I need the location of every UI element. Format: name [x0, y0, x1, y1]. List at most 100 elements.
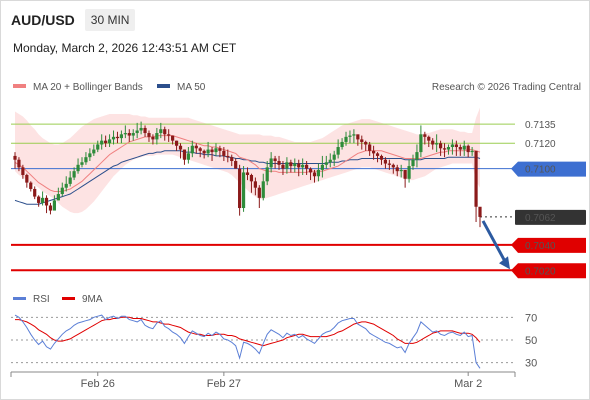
rsi-legend-label-0: RSI — [33, 294, 50, 305]
candle-body-97 — [395, 167, 399, 172]
candle-body-42 — [178, 145, 183, 150]
last-price-label: 0.7062 — [525, 213, 556, 224]
candle-body-85 — [348, 135, 352, 137]
candle-body-55 — [230, 157, 234, 161]
candle-body-73 — [301, 164, 305, 168]
candle-body-45 — [190, 145, 194, 154]
candle-body-99 — [403, 169, 407, 179]
forecast-arrow-shaft — [481, 220, 508, 265]
candle-body-0 — [13, 155, 17, 160]
candle-body-21 — [96, 144, 100, 150]
candle-body-66 — [273, 158, 277, 161]
candle-body-61 — [253, 181, 257, 188]
candle-body-90 — [368, 144, 372, 151]
candle-body-31 — [135, 130, 139, 134]
candle-body-15 — [72, 171, 76, 178]
candle-body-88 — [360, 139, 364, 142]
candle-body-16 — [76, 164, 80, 172]
candle-body-54 — [226, 155, 230, 158]
rsi-ma9-line — [15, 316, 481, 347]
candle-body-50 — [210, 149, 214, 153]
candle-body-111 — [450, 144, 455, 148]
candle-body-30 — [131, 133, 135, 136]
level-label-0.7135: 0.7135 — [525, 120, 556, 131]
candle-body-1 — [17, 159, 21, 168]
level-tag-0.7020 — [511, 263, 586, 279]
candle-body-107 — [435, 143, 439, 145]
candle-body-14 — [68, 177, 72, 184]
level-label-0.7120: 0.7120 — [525, 139, 556, 150]
candle-body-26 — [115, 136, 120, 139]
level-tag-0.7100 — [511, 161, 586, 177]
candle-body-20 — [92, 149, 96, 154]
candle-body-33 — [143, 127, 147, 134]
candle-body-27 — [119, 134, 123, 139]
candle-body-65 — [269, 158, 273, 168]
candle-body-62 — [257, 187, 261, 198]
candle-body-89 — [364, 141, 368, 145]
candle-body-34 — [147, 133, 151, 137]
candle-body-96 — [391, 164, 395, 168]
last-price-tag — [515, 209, 586, 225]
timeframe-selector[interactable]: 30 MIN — [84, 9, 136, 31]
candle-body-118 — [478, 206, 482, 217]
candle-body-83 — [340, 141, 344, 148]
rsi-legend-swatch-0 — [13, 297, 26, 300]
candle-body-52 — [218, 148, 222, 151]
legend-label-1: MA 50 — [177, 82, 206, 93]
candle-body-91 — [372, 150, 376, 154]
candle-body-41 — [174, 140, 179, 146]
forecast-arrow-head — [499, 256, 510, 270]
candle-body-84 — [344, 136, 348, 142]
candle-body-57 — [238, 168, 242, 209]
candle-body-117 — [474, 150, 478, 207]
candle-body-9 — [48, 205, 53, 211]
candle-body-17 — [80, 162, 84, 165]
candle-body-79 — [324, 162, 328, 165]
candle-body-59 — [245, 172, 250, 175]
candle-body-8 — [44, 197, 49, 206]
legend-label-0: MA 20 + Bollinger Bands — [33, 82, 143, 93]
candle-body-58 — [241, 172, 246, 209]
candle-body-116 — [470, 150, 474, 153]
candle-body-77 — [316, 169, 321, 177]
candle-body-39 — [167, 134, 171, 136]
candle-body-68 — [281, 164, 285, 169]
candle-body-109 — [442, 148, 447, 150]
candle-body-63 — [261, 181, 265, 198]
candle-body-3 — [25, 174, 29, 183]
candle-body-103 — [419, 134, 423, 153]
candle-body-47 — [198, 148, 202, 151]
candle-body-113 — [458, 147, 462, 150]
candle-body-24 — [107, 139, 112, 144]
candle-body-22 — [100, 140, 104, 145]
candle-body-100 — [407, 166, 411, 179]
legend-swatch-1 — [157, 84, 170, 88]
level-label-0.7020: 0.7020 — [525, 266, 556, 277]
level-tag-0.7040 — [511, 237, 586, 253]
candle-body-6 — [37, 196, 41, 203]
rsi-tick-label-50: 50 — [525, 335, 537, 347]
candle-body-38 — [163, 129, 167, 135]
candle-body-104 — [423, 134, 427, 137]
candle-body-13 — [64, 183, 68, 188]
candle-body-25 — [111, 136, 116, 140]
rsi-legend-label-1: 9MA — [82, 294, 103, 305]
ma20-line — [14, 135, 481, 192]
candle-body-82 — [336, 147, 340, 155]
candle-body-76 — [312, 172, 317, 177]
x-tick-label-Feb 27: Feb 27 — [207, 378, 241, 390]
candle-body-56 — [234, 161, 238, 169]
candle-body-78 — [320, 164, 324, 170]
candle-body-46 — [194, 145, 198, 149]
rsi-line — [14, 314, 481, 369]
rsi-legend-swatch-1 — [62, 297, 75, 300]
candle-body-10 — [52, 200, 57, 211]
candle-body-5 — [33, 188, 37, 197]
rsi-tick-label-70: 70 — [525, 312, 537, 324]
rsi-tick-label-30: 30 — [525, 358, 537, 370]
candle-body-43 — [182, 149, 187, 160]
candle-body-114 — [462, 145, 466, 150]
candle-body-74 — [305, 164, 309, 169]
candle-body-81 — [332, 154, 336, 160]
